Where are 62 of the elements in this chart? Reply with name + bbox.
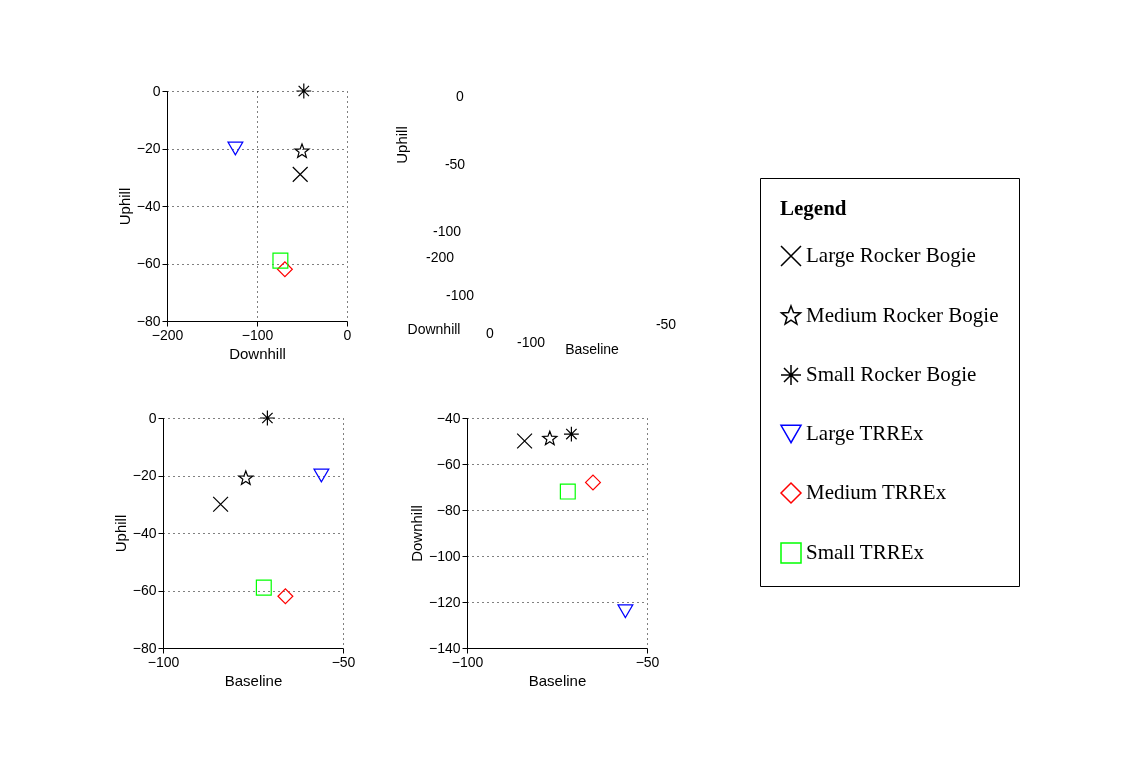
y-tick-label: −20 (136, 140, 161, 156)
legend-label: Medium Rocker Bogie (806, 303, 999, 327)
x-axis-title: Baseline (224, 671, 283, 689)
y-tick-label: −20 (132, 467, 157, 483)
point (276, 261, 293, 278)
y-tick-label: −120 (428, 593, 461, 610)
y-axis-title: Uphill (115, 187, 133, 226)
text: Uphill (393, 126, 410, 164)
legend-label: Small Rocker Bogie (806, 362, 977, 386)
text: -50 (655, 316, 677, 332)
y-tick-label: 0 (152, 82, 161, 99)
point (292, 166, 309, 183)
legend-label: Large TRREx (806, 421, 925, 445)
point (212, 496, 229, 513)
y-tick-label: −60 (136, 255, 161, 271)
x-tick-label: −200 (151, 326, 184, 343)
y-tick-label: −40 (136, 197, 161, 214)
y-tick-label: −140 (428, 639, 461, 656)
y-axis-title: Uphill (111, 514, 129, 553)
y-tick-label: 0 (148, 409, 157, 426)
point (259, 409, 276, 427)
point (295, 82, 312, 100)
point (617, 604, 634, 619)
legend-label: Small TRREx (806, 540, 925, 564)
point (294, 143, 310, 158)
y-tick-label: −80 (136, 312, 161, 329)
text: Baseline (565, 341, 620, 357)
x-axis-title: Downhill (229, 344, 286, 362)
text: -100 (432, 223, 462, 239)
y-tick-label: −60 (132, 582, 157, 598)
x-tick-label: −100 (451, 653, 484, 670)
point (238, 470, 254, 485)
y-axis-title: Downhill (407, 505, 425, 562)
y-tick-label: −80 (436, 501, 461, 518)
legend-title: Legend (780, 196, 847, 220)
point (559, 483, 576, 500)
point (255, 579, 272, 596)
text: Downhill (407, 321, 461, 337)
y-tick-label: −60 (436, 455, 461, 472)
text: -50 (444, 156, 466, 172)
text: -100 (445, 287, 475, 303)
x-tick-label: 0 (343, 326, 352, 343)
x-tick-label: −50 (331, 653, 356, 670)
text: -200 (425, 249, 455, 265)
legend-label: Medium TRREx (806, 480, 947, 504)
x-tick-label: −100 (241, 326, 274, 343)
legend-label: Large Rocker Bogie (806, 243, 976, 267)
x-tick-label: −50 (635, 653, 660, 670)
y-tick-label: −100 (428, 547, 461, 564)
point (563, 426, 580, 443)
text: -100 (516, 334, 546, 350)
y-tick-label: −40 (132, 524, 157, 541)
point (542, 430, 558, 446)
point (227, 141, 244, 156)
y-tick-label: −80 (132, 639, 157, 656)
y-tick-label: −40 (436, 409, 461, 426)
point (313, 468, 330, 483)
x-axis-title: Baseline (528, 671, 587, 689)
point (584, 474, 602, 491)
point (277, 588, 294, 605)
point (516, 432, 533, 450)
point (272, 252, 289, 269)
